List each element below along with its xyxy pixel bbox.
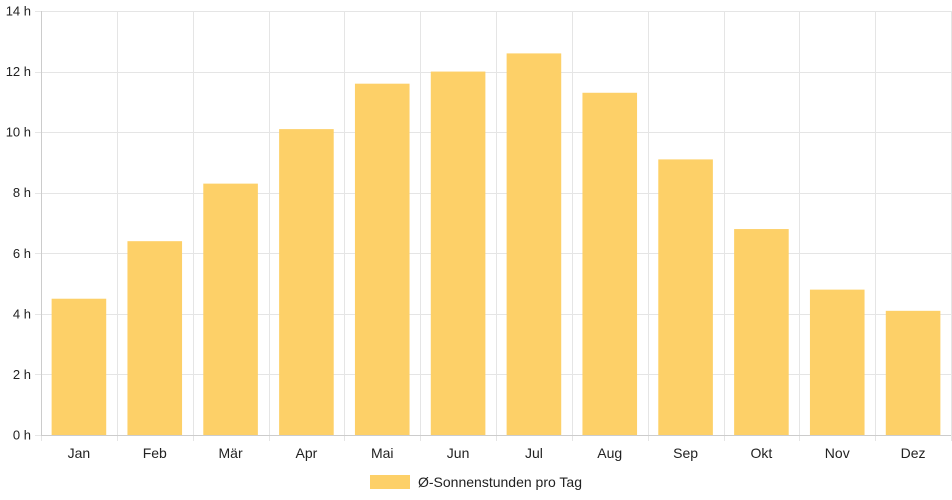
bar-mär[interactable] xyxy=(203,183,258,435)
bar-feb[interactable] xyxy=(127,241,183,435)
bar-mai[interactable] xyxy=(354,83,410,435)
bar-aug[interactable] xyxy=(582,92,638,436)
x-tick-label: Jun xyxy=(447,445,470,461)
x-tick-label: Jan xyxy=(68,445,91,461)
y-tick-label: 2 h xyxy=(13,367,31,382)
y-tick-label: 10 h xyxy=(6,125,31,140)
x-tick-label: Aug xyxy=(597,445,622,461)
y-tick-label: 6 h xyxy=(13,246,31,261)
x-tick-label: Apr xyxy=(296,445,318,461)
bar-okt[interactable] xyxy=(734,229,789,435)
y-tick-label: 4 h xyxy=(13,306,31,321)
legend-label: Ø-Sonnenstunden pro Tag xyxy=(418,474,582,490)
bar-nov[interactable] xyxy=(809,289,865,435)
x-tick-label: Okt xyxy=(751,445,773,461)
bar-chart: 0 h 2 h 4 h 6 h 8 h 10 h 12 h 14 h Jan Feb Mär Apr M… xyxy=(6,4,952,461)
bar-apr[interactable] xyxy=(279,129,334,435)
y-tick-label: 12 h xyxy=(6,64,31,79)
y-tick-label: 0 h xyxy=(13,428,31,443)
bar-dez[interactable] xyxy=(885,310,941,435)
x-tick-label: Sep xyxy=(673,445,698,461)
x-tick-label: Feb xyxy=(143,445,167,461)
y-tick-label: 8 h xyxy=(13,185,31,200)
legend-swatch xyxy=(370,475,410,489)
y-tick-label: 14 h xyxy=(6,4,31,19)
bar-jul[interactable] xyxy=(506,53,562,436)
x-tick-label: Dez xyxy=(901,445,926,461)
bar-jun[interactable] xyxy=(430,71,486,436)
x-tick-label: Mär xyxy=(219,445,243,461)
x-tick-label: Mai xyxy=(371,445,394,461)
x-tick-label: Nov xyxy=(825,445,850,461)
bar-jan[interactable] xyxy=(51,298,107,435)
x-tick-label: Jul xyxy=(525,445,543,461)
legend[interactable]: Ø-Sonnenstunden pro Tag xyxy=(0,470,952,494)
bar-sep[interactable] xyxy=(658,159,713,435)
